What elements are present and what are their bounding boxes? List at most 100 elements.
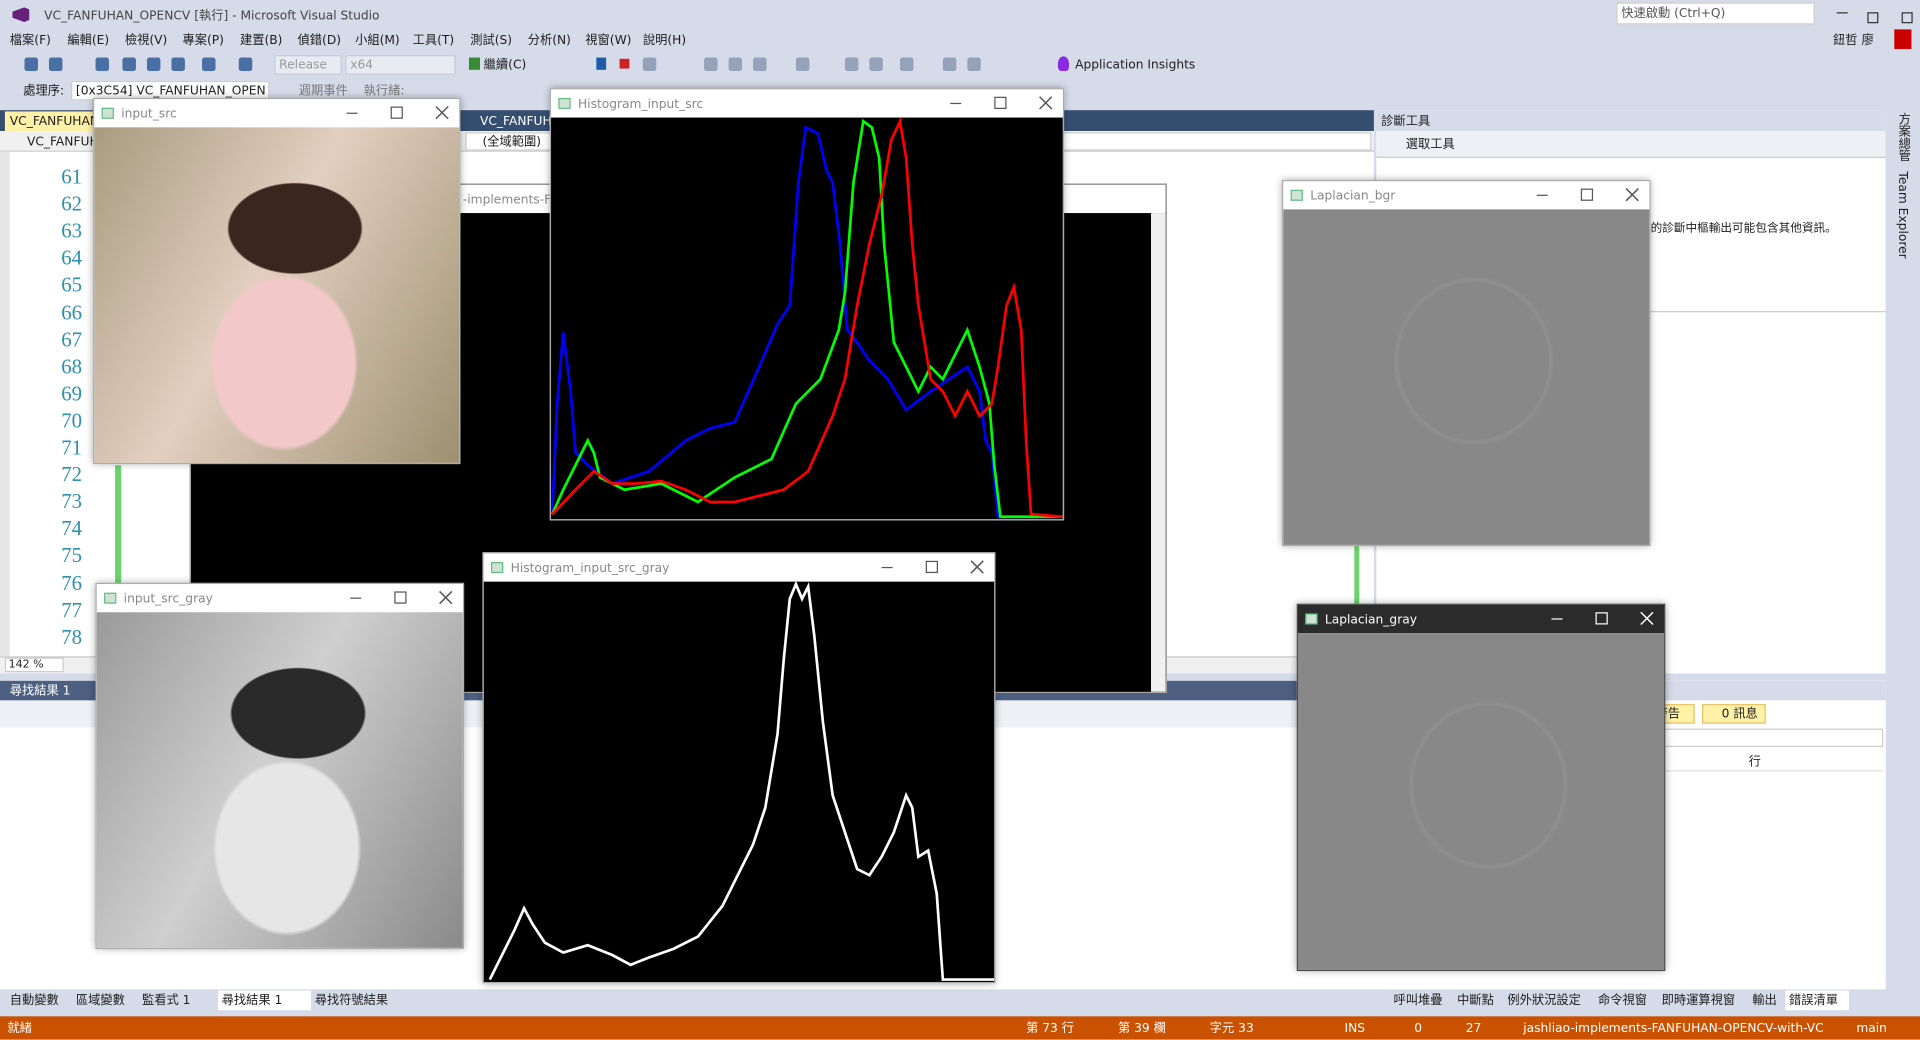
menu-item[interactable]: 分析(N) — [527, 34, 571, 48]
scope-dropdown-text[interactable]: (全域範圍) — [482, 135, 541, 150]
window-close[interactable] — [438, 590, 453, 605]
toolbar-icon[interactable] — [728, 57, 743, 72]
diagnostics-toolbar — [1376, 131, 1886, 158]
window-minimize[interactable] — [1536, 194, 1548, 196]
toolbar-icon[interactable] — [942, 57, 957, 72]
close-glyph[interactable] — [1038, 96, 1053, 111]
lifecycle-events[interactable]: 週期事件 — [298, 84, 348, 98]
histogram-curve — [488, 581, 995, 981]
window-close[interactable] — [970, 560, 985, 575]
toolbar-icon[interactable] — [24, 57, 38, 72]
continue-button[interactable]: 繼續(C) — [483, 58, 527, 73]
menu-item[interactable]: 小組(M) — [355, 34, 400, 48]
window-minimize[interactable] — [350, 597, 362, 599]
menu-item[interactable]: 工具(T) — [412, 34, 455, 48]
menu-item[interactable]: 檢視(V) — [124, 34, 168, 48]
window-minimize[interactable] — [1551, 618, 1563, 620]
menu-item[interactable]: 說明(H) — [642, 34, 687, 48]
side-tab[interactable]: 方案總管 — [1895, 112, 1909, 162]
close-glyph[interactable] — [1625, 187, 1640, 202]
toolbar-icon[interactable] — [122, 57, 136, 72]
window-maximize[interactable] — [390, 106, 403, 119]
messages-filter[interactable] — [1702, 704, 1766, 724]
minimize-button[interactable] — [1836, 12, 1848, 14]
bottom-tab[interactable] — [1785, 990, 1849, 1011]
window-close[interactable] — [435, 105, 450, 120]
window-maximize[interactable] — [394, 591, 407, 604]
stop-icon[interactable] — [619, 58, 630, 69]
menu-item[interactable]: 編輯(E) — [67, 34, 110, 48]
window-minimize[interactable] — [950, 102, 962, 105]
toolbar-icon[interactable] — [202, 57, 216, 72]
menu-item[interactable]: 檔案(F) — [9, 34, 51, 48]
menu-item[interactable]: 視窗(W) — [585, 34, 632, 48]
side-tab[interactable]: Team Explorer — [1895, 171, 1909, 259]
window-maximize[interactable] — [925, 560, 938, 574]
console-scrollbar[interactable] — [1151, 213, 1166, 692]
close-glyph[interactable] — [438, 590, 453, 605]
status-repo[interactable]: jashliao-implements-FANFUHAN-OPENCV-with… — [1523, 1022, 1824, 1036]
window-minimize[interactable] — [346, 112, 358, 114]
editor-tab[interactable] — [4, 111, 94, 132]
bottom-tab-label[interactable]: 尋找結果 1 — [221, 994, 283, 1008]
messages-filter-label: 0 訊息 — [1721, 707, 1758, 722]
toolbar-icon[interactable] — [844, 57, 859, 72]
window-maximize[interactable] — [1595, 612, 1608, 625]
line-number: 70 — [61, 408, 83, 433]
search-box[interactable] — [1653, 728, 1884, 747]
bottom-tab[interactable] — [217, 990, 312, 1011]
bottom-tab-label[interactable]: 錯誤清單 — [1788, 994, 1838, 1008]
bottom-tab-label[interactable]: 呼叫堆疊 — [1393, 994, 1443, 1008]
bottom-tab-label[interactable]: 區域變數 — [75, 994, 125, 1008]
line-number: 75 — [61, 544, 83, 568]
window-maximize[interactable] — [994, 96, 1007, 109]
histogram-curve — [551, 117, 1063, 519]
select-tool-button[interactable]: 選取工具 — [1405, 138, 1455, 152]
bottom-tab-label[interactable]: 例外狀況設定 — [1507, 994, 1581, 1008]
toolbar-icon[interactable] — [171, 57, 185, 72]
toolbar-icon[interactable] — [48, 57, 63, 72]
close-glyph[interactable] — [1640, 611, 1655, 626]
toolbar-icon[interactable] — [704, 57, 718, 72]
bottom-tab-label[interactable]: 監看式 1 — [142, 994, 191, 1008]
bottom-tab-label[interactable]: 即時運算視窗 — [1661, 994, 1736, 1008]
status-branch[interactable]: main — [1856, 1022, 1887, 1036]
insights-button[interactable]: Application Insights — [1075, 58, 1196, 73]
toolbar-icon[interactable] — [869, 57, 883, 72]
zoom-dropdown[interactable] — [4, 657, 64, 673]
toolbar-icon[interactable] — [900, 57, 914, 72]
platform-dropdown[interactable] — [345, 55, 456, 75]
close-glyph[interactable] — [970, 560, 985, 575]
close-button[interactable] — [1901, 12, 1913, 24]
maximize-button[interactable] — [1867, 12, 1879, 24]
toolbar-icon[interactable] — [753, 57, 767, 72]
toolbar-icon[interactable] — [146, 57, 161, 72]
bottom-tab-label[interactable]: 中斷點 — [1457, 994, 1494, 1008]
config-dropdown[interactable] — [274, 55, 342, 75]
menu-item[interactable]: 專案(P) — [182, 34, 224, 48]
toolbar-icon[interactable] — [642, 57, 657, 72]
window-title-bar: input_src_gray — [96, 584, 463, 613]
toolbar-icon[interactable] — [795, 57, 810, 72]
menu-item[interactable]: 偵錯(D) — [297, 34, 342, 48]
window-title: Laplacian_gray — [1324, 613, 1417, 627]
toolbar-icon[interactable] — [967, 57, 981, 72]
menu-item[interactable]: 測試(S) — [470, 34, 513, 48]
window-close[interactable] — [1625, 187, 1640, 202]
editor-tab-label[interactable]: VC_FANFUH — [480, 115, 552, 129]
quick-launch[interactable] — [1616, 2, 1815, 25]
window-close[interactable] — [1038, 96, 1053, 111]
window-minimize[interactable] — [881, 566, 893, 569]
menu-item[interactable]: 建置(B) — [240, 34, 283, 48]
bottom-tab-label[interactable]: 輸出 — [1752, 994, 1777, 1008]
bottom-tab-label[interactable]: 自動變數 — [9, 994, 59, 1008]
bottom-tab-label[interactable]: 尋找符號結果 — [314, 994, 389, 1008]
bottom-tab-label[interactable]: 命令視窗 — [1597, 994, 1647, 1008]
pause-icon[interactable] — [596, 57, 607, 70]
project-dropdown[interactable]: VC_FANFUH — [26, 135, 99, 150]
close-glyph[interactable] — [435, 105, 450, 120]
toolbar-icon[interactable] — [95, 57, 109, 72]
toolbar-icon[interactable] — [238, 57, 253, 72]
window-close[interactable] — [1640, 611, 1655, 626]
window-maximize[interactable] — [1580, 188, 1594, 201]
